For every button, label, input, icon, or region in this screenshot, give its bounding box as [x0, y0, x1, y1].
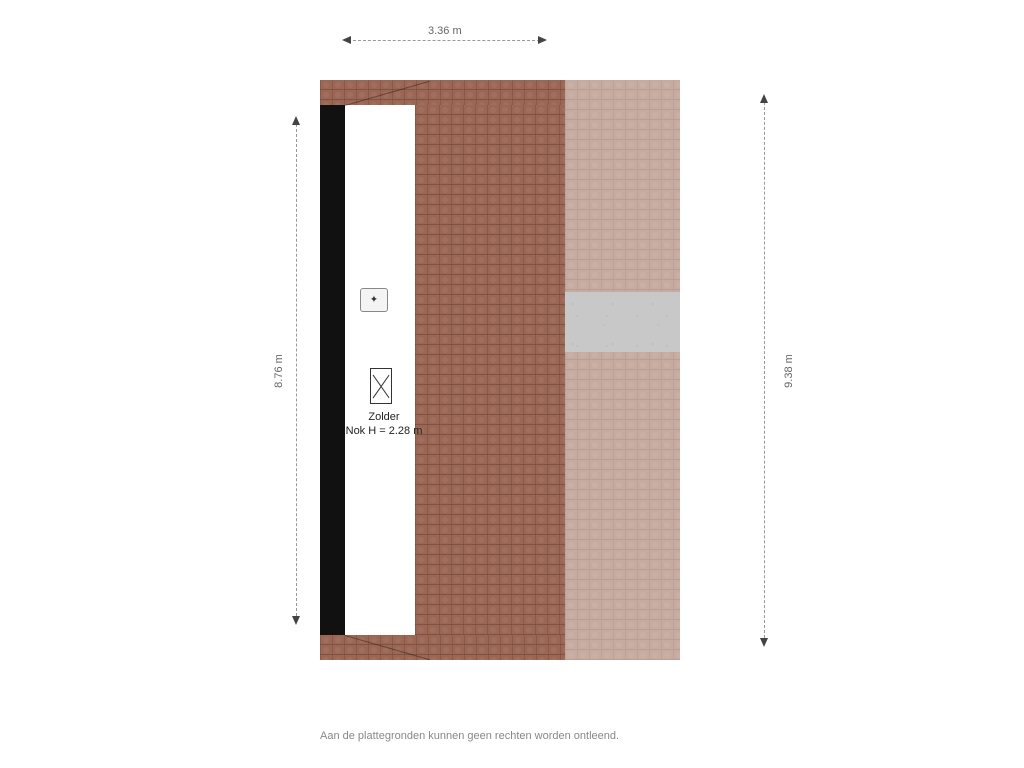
dim-right-line	[764, 102, 765, 638]
dim-left-arrow-down	[292, 616, 300, 625]
dim-right-arrow-down	[760, 638, 768, 647]
roof-black-strip	[320, 105, 345, 635]
dim-top-arrow-left	[342, 36, 351, 44]
disclaimer-footer: Aan de plattegronden kunnen geen rechten…	[320, 730, 619, 742]
dim-left-line	[296, 124, 297, 616]
vent-icon: ✦	[370, 295, 378, 306]
dim-right-text: 9.38 m	[783, 354, 795, 388]
room-label: Zolder Nok H = 2.28 m	[344, 410, 424, 439]
roof-vent: ✦	[360, 288, 388, 312]
room-name: Zolder	[344, 410, 424, 424]
roof-right-slope	[415, 105, 565, 635]
dim-right-arrow-up	[760, 94, 768, 103]
dim-top-line	[348, 40, 540, 41]
floorplan-diagram: ✦ Zolder Nok H = 2.28 m	[320, 80, 680, 660]
concrete-patch	[565, 292, 680, 352]
dim-top-arrow-right	[538, 36, 547, 44]
dim-left-text: 8.76 m	[273, 354, 285, 388]
roof-extension-faded	[565, 80, 680, 660]
skylight	[370, 368, 392, 404]
dim-left-arrow-up	[292, 116, 300, 125]
dim-top-text: 3.36 m	[428, 25, 462, 37]
ridge-height-label: Nok H = 2.28 m	[344, 424, 424, 438]
